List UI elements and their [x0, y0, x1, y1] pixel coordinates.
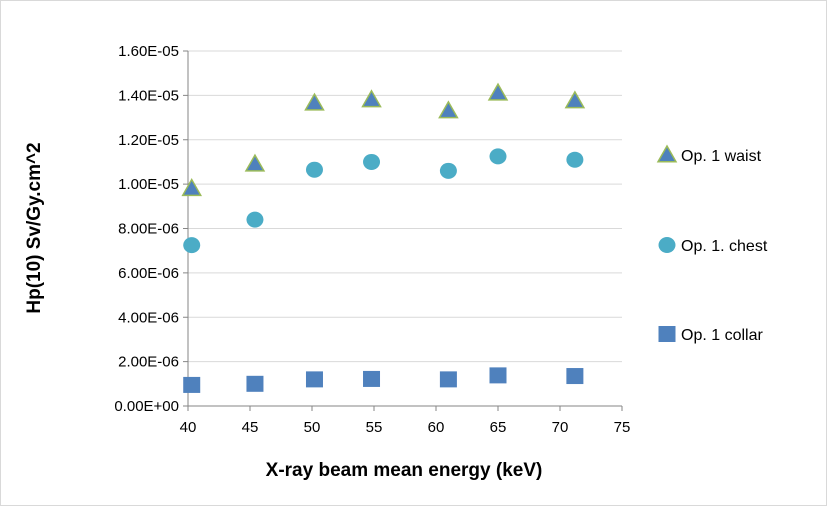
x-tick-label: 70	[552, 419, 569, 436]
data-point-circle	[246, 211, 264, 228]
x-tick-label: 60	[428, 419, 445, 436]
y-tick-label: 1.40E-05	[118, 87, 179, 104]
y-tick-label: 6.00E-06	[118, 265, 179, 282]
x-tick-label: 50	[304, 419, 321, 436]
series-square	[183, 367, 584, 393]
legend-marker-square	[658, 326, 676, 342]
data-point-triangle	[487, 82, 509, 101]
series-circle	[183, 148, 584, 254]
x-tick-label: 65	[490, 419, 507, 436]
data-point-square	[363, 370, 381, 387]
x-axis-title: X-ray beam mean energy (keV)	[266, 460, 543, 481]
x-tick-label: 45	[242, 419, 259, 436]
x-tick-labels: 40 45 50 55 60 65 70 75	[180, 419, 631, 436]
data-point-square	[439, 371, 457, 388]
data-points	[181, 82, 586, 393]
data-point-circle	[439, 162, 457, 179]
y-tick-label: 2.00E-06	[118, 354, 179, 371]
legend: Op. 1 waist Op. 1. chest Op. 1 collar	[656, 144, 768, 344]
data-point-circle	[489, 148, 507, 165]
y-tick-label: 1.60E-05	[118, 43, 179, 60]
data-point-circle	[183, 237, 201, 254]
data-point-triangle	[244, 153, 266, 172]
data-point-triangle	[564, 90, 586, 109]
data-point-circle	[566, 151, 584, 168]
legend-marker-triangle	[656, 144, 678, 163]
x-tick-label: 40	[180, 419, 197, 436]
gridlines	[188, 50, 622, 363]
y-tick-label: 0.00E+00	[114, 398, 179, 415]
legend-label: Op. 1 collar	[681, 327, 763, 344]
y-tick-label: 1.20E-05	[118, 132, 179, 149]
data-point-triangle	[438, 100, 459, 119]
axes	[183, 50, 623, 411]
data-point-circle	[305, 161, 323, 178]
data-point-triangle	[181, 178, 203, 197]
data-point-square	[566, 368, 584, 385]
legend-label: Op. 1. chest	[681, 238, 768, 255]
y-tick-label: 8.00E-06	[118, 221, 179, 238]
data-point-triangle	[304, 92, 325, 111]
y-tick-label: 4.00E-06	[118, 309, 179, 326]
y-axis-title: Hp(10) Sv/Gy.cm^2	[24, 142, 45, 313]
data-point-square	[305, 371, 323, 388]
x-tick-label: 75	[614, 419, 631, 436]
data-point-circle	[363, 153, 381, 170]
y-tick-labels: 0.00E+00 2.00E-06 4.00E-06 6.00E-06 8.00E-06…	[114, 43, 179, 415]
x-tick-label: 55	[366, 419, 383, 436]
data-point-square	[246, 375, 264, 392]
y-tick-label: 1.00E-05	[118, 176, 179, 193]
data-point-square	[489, 367, 507, 384]
legend-label: Op. 1 waist	[681, 148, 762, 165]
legend-marker-circle	[658, 237, 676, 253]
data-point-triangle	[361, 89, 382, 108]
series-triangle	[181, 82, 586, 197]
data-point-square	[183, 376, 201, 393]
